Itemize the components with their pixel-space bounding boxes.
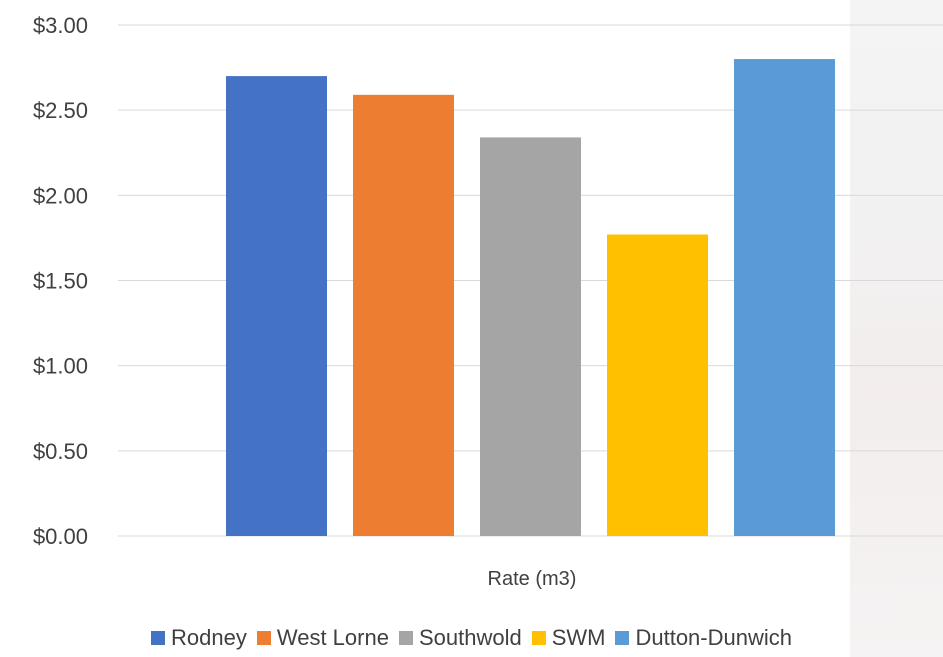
legend-label: West Lorne	[276, 625, 389, 650]
y-axis-tick-labels: $0.00 $0.50 $1.00 $1.50 $2.00 $2.50 $3.00	[33, 13, 88, 549]
y-tick-label: $1.00	[33, 354, 88, 379]
bar-southwold	[480, 137, 581, 537]
bar-swm	[607, 234, 708, 536]
legend-swatch	[615, 631, 630, 645]
y-tick-label: $3.00	[33, 13, 88, 38]
legend-item-swm: SWM	[531, 625, 606, 651]
legend-swatch	[398, 631, 413, 645]
chart-legend: Rodney West Lorne Southwold SWM Dutton-Dunwi…	[0, 620, 943, 656]
legend-label: SWM	[551, 625, 606, 650]
legend-item-rodney: Rodney	[151, 625, 247, 651]
legend-swatch	[256, 631, 271, 645]
legend-item-west-lorne: West Lorne	[256, 625, 389, 651]
y-tick-label: $0.00	[33, 524, 88, 549]
bars	[226, 59, 835, 537]
background-decoration	[850, 0, 943, 657]
legend-swatch	[151, 631, 165, 645]
y-tick-label: $0.50	[33, 439, 88, 464]
bar-rodney	[226, 76, 327, 536]
x-axis-label: Rate (m3)	[488, 568, 577, 590]
legend-label: Rodney	[171, 625, 247, 650]
y-tick-label: $2.00	[33, 183, 88, 208]
bar-dutton-dunwich	[734, 59, 835, 537]
legend-swatch	[531, 631, 546, 645]
legend-label: Dutton-Dunwich	[635, 625, 792, 650]
legend-item-dutton-dunwich: Dutton-Dunwich	[615, 625, 792, 651]
legend-label: Southwold	[418, 625, 522, 650]
legend-item-southwold: Southwold	[398, 625, 522, 651]
y-tick-label: $2.50	[33, 98, 88, 123]
y-tick-label: $1.50	[33, 269, 88, 294]
bar-west-lorne	[353, 94, 454, 536]
